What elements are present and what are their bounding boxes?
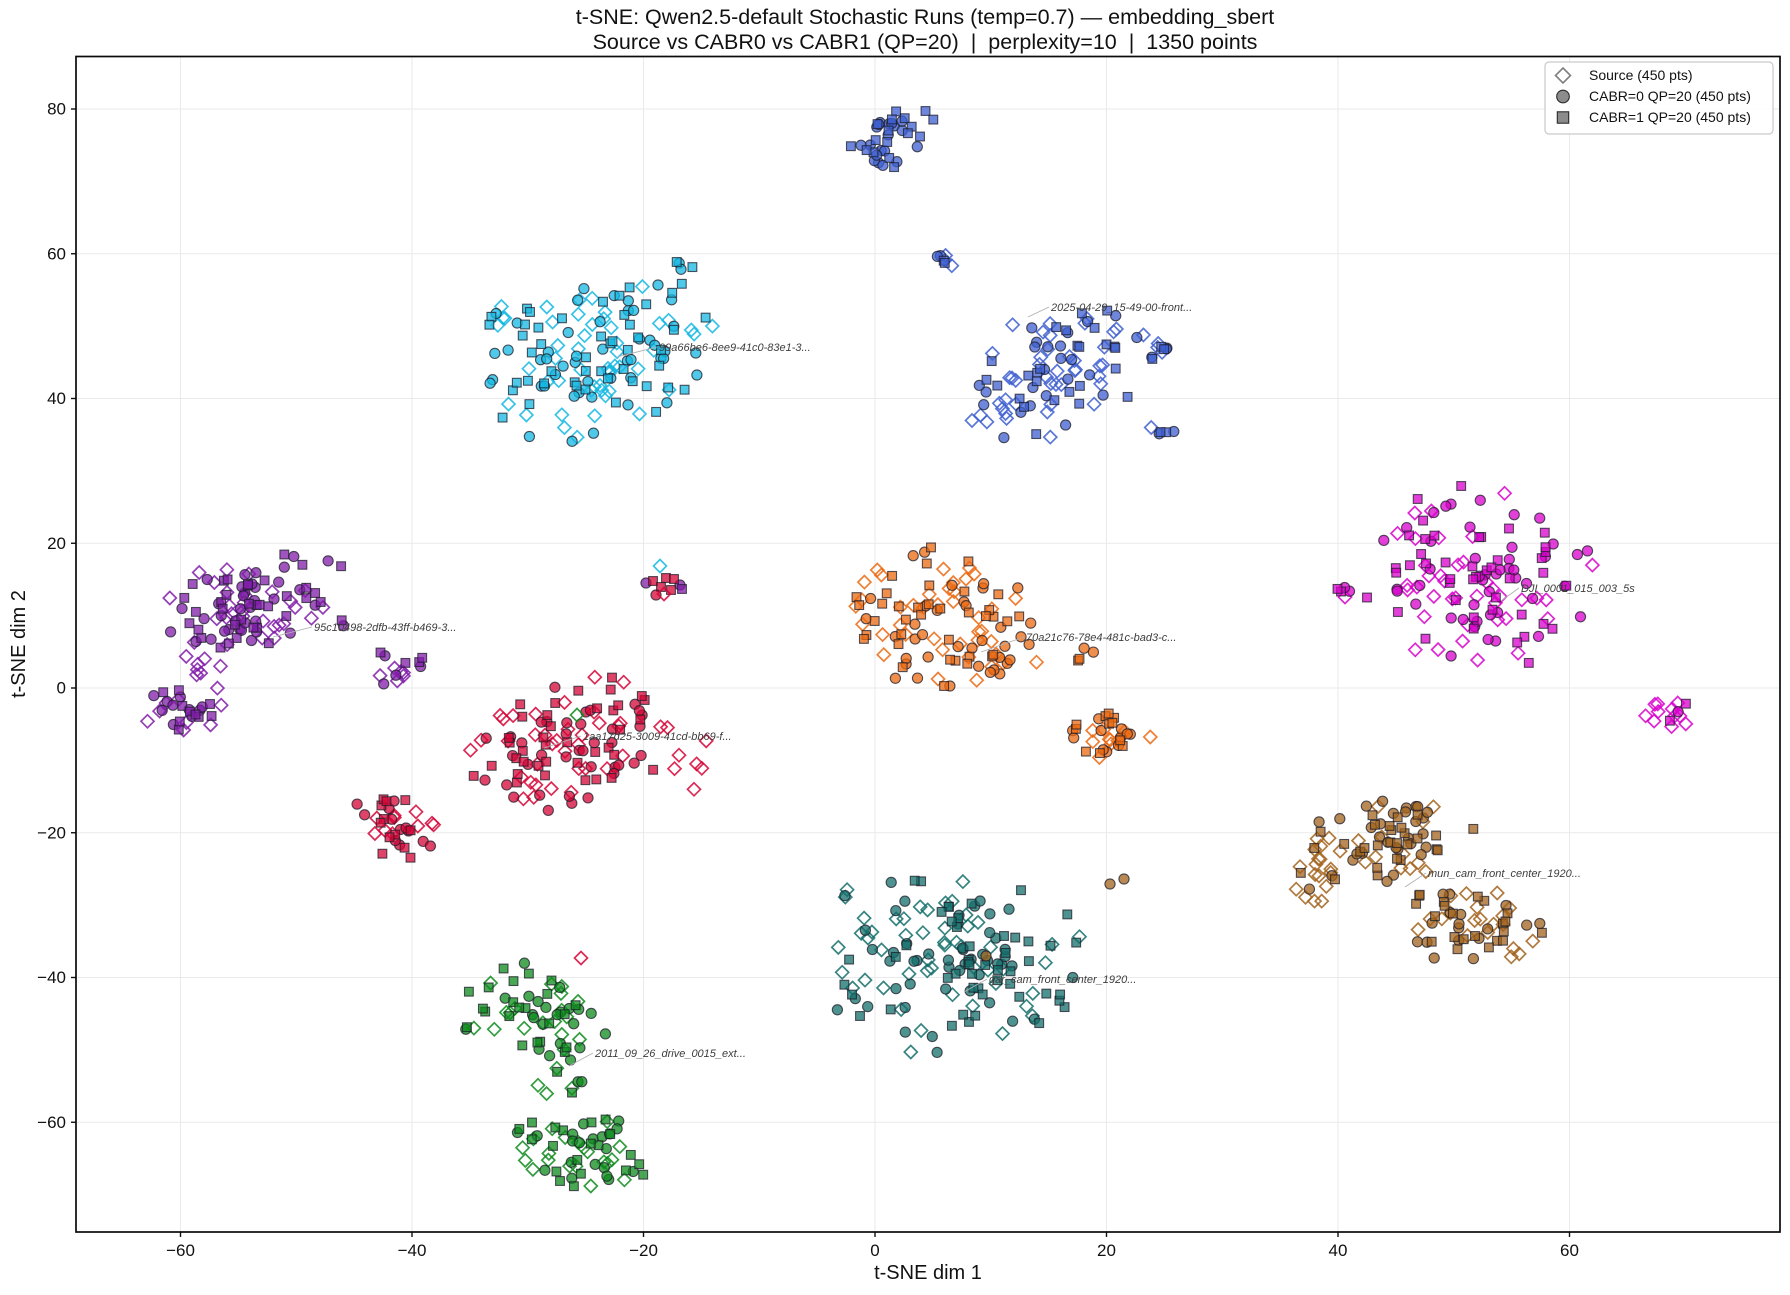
svg-text:2025-04-29_15-49-00-front...: 2025-04-29_15-49-00-front... [1050, 302, 1192, 314]
svg-text:40: 40 [1329, 1241, 1348, 1260]
svg-text:−40: −40 [37, 968, 66, 987]
svg-text:−60: −60 [37, 1113, 66, 1132]
svg-text:99a66be6-8ee9-41c0-83e1-3...: 99a66be6-8ee9-41c0-83e1-3... [659, 342, 811, 354]
svg-text:80: 80 [47, 100, 66, 119]
svg-text:t-SNE dim 2: t-SNE dim 2 [8, 590, 30, 698]
svg-text:60: 60 [47, 244, 66, 263]
svg-text:t-SNE: Qwen2.5-default Stochas: t-SNE: Qwen2.5-default Stochastic Runs (… [576, 5, 1275, 29]
svg-text:−20: −20 [37, 823, 66, 842]
svg-text:−20: −20 [629, 1241, 658, 1260]
svg-text:95c10498-2dfb-43ff-b469-3...: 95c10498-2dfb-43ff-b469-3... [314, 622, 457, 634]
svg-text:CABR=1 QP=20 (450 pts): CABR=1 QP=20 (450 pts) [1589, 109, 1751, 125]
svg-text:CABR=0 QP=20 (450 pts): CABR=0 QP=20 (450 pts) [1589, 88, 1751, 104]
svg-text:1aa17d25-3009-41cd-bb69-f...: 1aa17d25-3009-41cd-bb69-f... [583, 731, 732, 743]
svg-text:0: 0 [870, 1241, 879, 1260]
svg-text:t-SNE dim 1: t-SNE dim 1 [874, 1262, 982, 1284]
svg-text:mun_cam_front_center_1920...: mun_cam_front_center_1920... [1428, 868, 1581, 880]
svg-text:Source vs CABR0 vs CABR1 (QP=2: Source vs CABR0 vs CABR1 (QP=20) | perpl… [593, 30, 1258, 54]
svg-text:DJI_0001_015_003_5s: DJI_0001_015_003_5s [1521, 583, 1635, 595]
svg-text:gar_cam_front_center_1920...: gar_cam_front_center_1920... [989, 974, 1136, 986]
svg-text:60: 60 [1560, 1241, 1579, 1260]
svg-text:Source (450 pts): Source (450 pts) [1589, 67, 1693, 83]
svg-text:40: 40 [47, 389, 66, 408]
svg-text:2011_09_26_drive_0015_ext...: 2011_09_26_drive_0015_ext... [594, 1048, 746, 1060]
svg-text:20: 20 [47, 534, 66, 553]
svg-text:0: 0 [57, 679, 66, 698]
svg-text:20: 20 [1097, 1241, 1116, 1260]
svg-text:−40: −40 [398, 1241, 427, 1260]
svg-text:70a21c76-78e4-481c-bad3-c...: 70a21c76-78e4-481c-bad3-c... [1026, 632, 1176, 644]
svg-text:−60: −60 [166, 1241, 195, 1260]
